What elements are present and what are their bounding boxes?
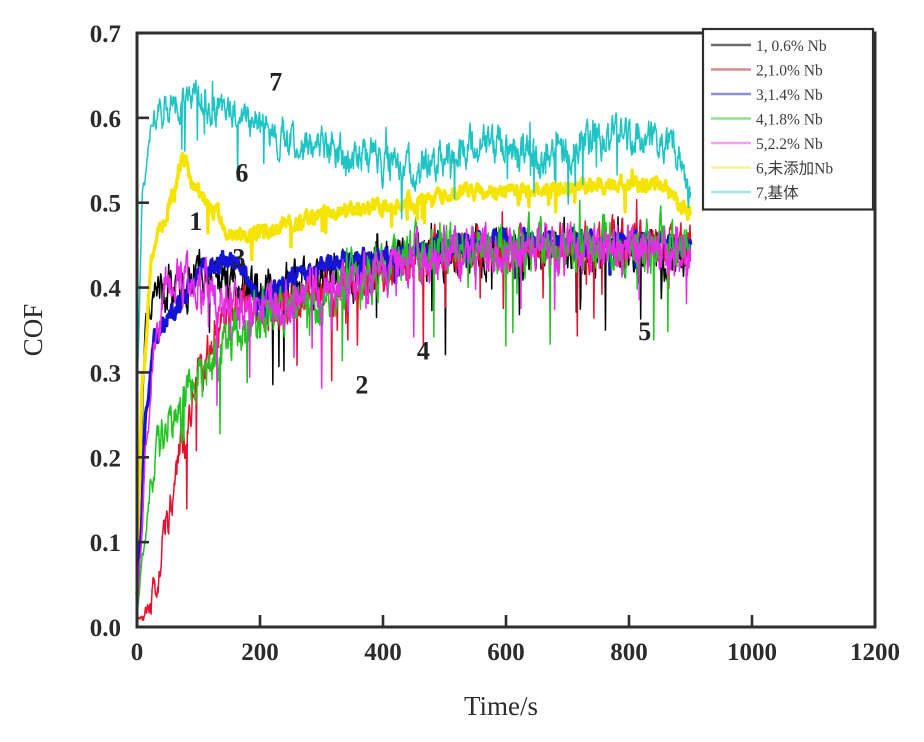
annotation-2: 2 (355, 371, 368, 400)
x-tick-label: 600 (487, 639, 525, 666)
legend-label-7[interactable]: 7,基体 (756, 184, 799, 202)
y-axis-title: COF (18, 304, 48, 357)
x-tick-label: 0 (131, 639, 144, 666)
legend-label-3[interactable]: 3,1.4% Nb (756, 87, 823, 104)
x-tick-label: 200 (241, 639, 279, 666)
axes-layer (135, 31, 877, 629)
y-tick-label: 0.2 (90, 445, 121, 472)
legend-label-6[interactable]: 6,未添加Nb (756, 160, 833, 178)
annotation-7: 7 (269, 68, 282, 97)
annotation-3: 3 (232, 243, 245, 272)
annotation-6: 6 (235, 159, 248, 188)
y-tick-label: 0.5 (90, 191, 121, 218)
y-tick-label: 0.4 (90, 276, 122, 303)
y-tick-label: 0.3 (90, 360, 121, 387)
series-line-6 (135, 151, 693, 544)
annotation-4: 4 (417, 337, 430, 366)
x-tick-label: 1200 (850, 639, 900, 666)
legend-label-4[interactable]: 4,1.8% Nb (756, 112, 823, 129)
series-line-7 (136, 79, 692, 374)
y-tick-label: 0.1 (90, 530, 121, 557)
y-tick-label: 0.6 (90, 106, 121, 133)
annotation-5: 5 (638, 317, 651, 346)
x-tick-label: 1000 (727, 639, 777, 666)
y-tick-label: 0.7 (90, 21, 121, 48)
legend-label-2[interactable]: 2,1.0% Nb (756, 63, 823, 80)
y-tick-label: 0.0 (90, 615, 121, 642)
legend[interactable]: 1, 0.6% Nb 2,1.0% Nb 3,1.4% Nb 4,1.8% Nb 5,2… (701, 27, 875, 211)
legend-label-1[interactable]: 1, 0.6% Nb (756, 38, 827, 55)
labels-layer: 0 200 400 600 800 1000 1200 0.0 0.1 0.2 0.3 0.4 0.5 0… (18, 21, 900, 721)
x-axis-title: Time/s (464, 691, 538, 721)
annotation-1: 1 (189, 207, 202, 236)
series-line-5 (136, 221, 692, 611)
x-tick-label: 800 (610, 639, 648, 666)
legend-label-5[interactable]: 5,2.2% Nb (756, 136, 823, 153)
x-tick-label: 400 (364, 639, 402, 666)
curve-layer (135, 79, 693, 621)
